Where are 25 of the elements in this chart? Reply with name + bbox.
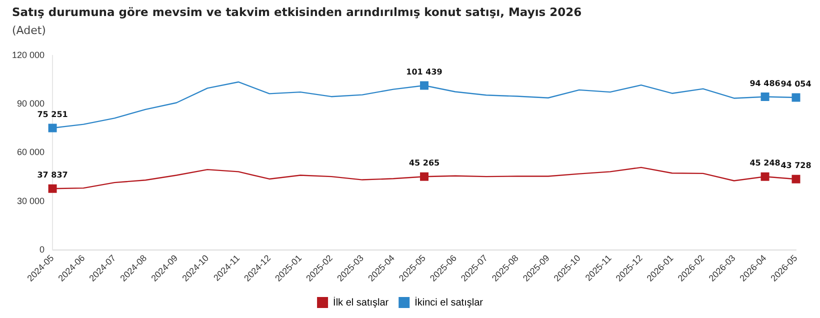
data-label: 45 265 (408, 158, 440, 168)
chart-subtitle: (Adet) (12, 24, 46, 37)
y-tick-label: 120 000 (12, 50, 45, 60)
point (48, 124, 57, 132)
point (420, 172, 429, 181)
data-label: 101 439 (406, 68, 443, 77)
point (48, 184, 57, 193)
y-tick-label: 0 (40, 244, 45, 254)
data-label: 94 486 (750, 78, 781, 88)
y-tick-label: 60 000 (17, 147, 45, 158)
legend-label: İkinci el satışlar (414, 296, 484, 308)
point (792, 93, 800, 102)
point (760, 172, 770, 181)
data-label: 94 054 (780, 80, 812, 89)
data-label: 43 728 (780, 161, 812, 170)
y-tick-label: 90 000 (17, 98, 45, 109)
y-tick-label: 30 000 (17, 196, 45, 206)
legend-label: İlk el satışlar (333, 296, 390, 308)
data-label: 45 248 (750, 158, 781, 168)
point (760, 92, 770, 102)
point (792, 174, 800, 184)
chart-title: Satış durumuna göre mevsim ve takvim etkisinden arındırılmış konut satışı, Mayıs 2026 (12, 5, 582, 19)
data-label: 37 837 (37, 170, 68, 180)
point (420, 81, 429, 90)
data-label: 75 251 (37, 110, 68, 120)
